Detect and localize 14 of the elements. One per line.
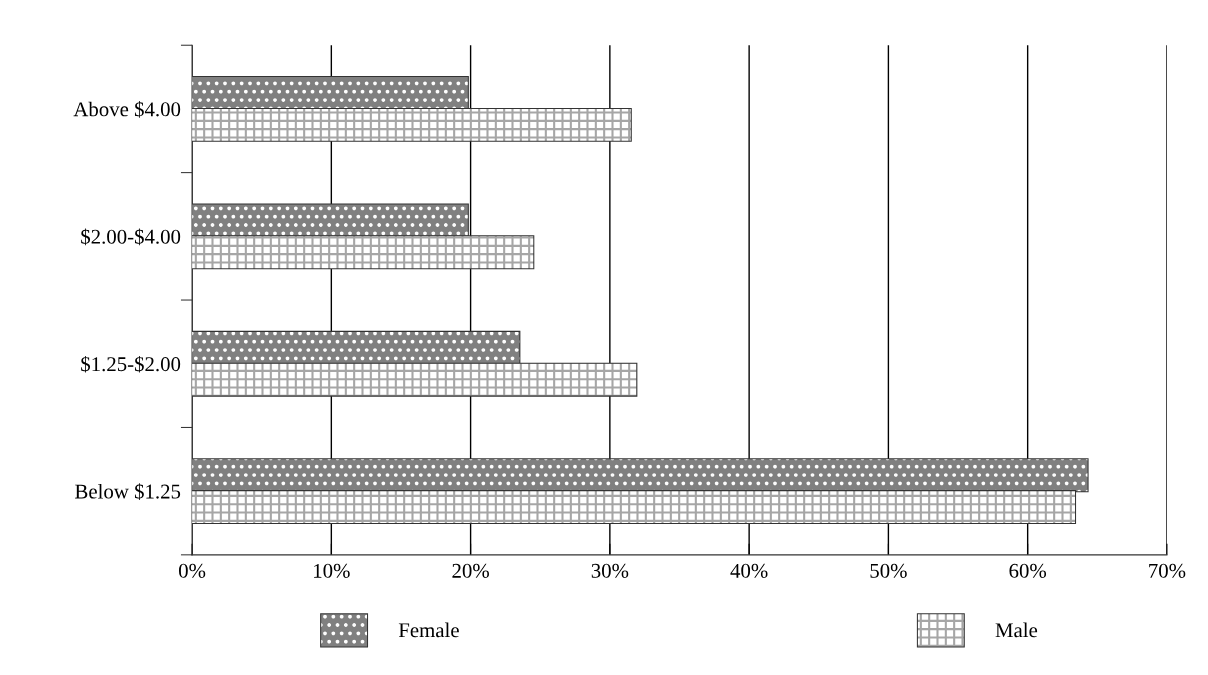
- x-tick-label: 0%: [178, 563, 206, 578]
- x-tick-label: 30%: [591, 563, 629, 578]
- y-tick-label: Below $1.25: [75, 483, 181, 500]
- legend-label: Female: [398, 622, 459, 638]
- y-tick-label: Above $4.00: [73, 101, 181, 118]
- legend-label: Male: [995, 622, 1038, 638]
- y-tick-label: $1.25-$2.00: [81, 355, 181, 373]
- x-tick-label: 40%: [730, 563, 768, 578]
- x-tick-label: 70%: [1149, 563, 1186, 578]
- x-tick-label: 50%: [870, 563, 907, 578]
- y-tick-label: $2.00-$4.00: [81, 228, 181, 246]
- x-tick-label: 10%: [314, 563, 350, 578]
- x-tick-label: 20%: [452, 563, 489, 578]
- x-tick-label: 60%: [1009, 563, 1047, 578]
